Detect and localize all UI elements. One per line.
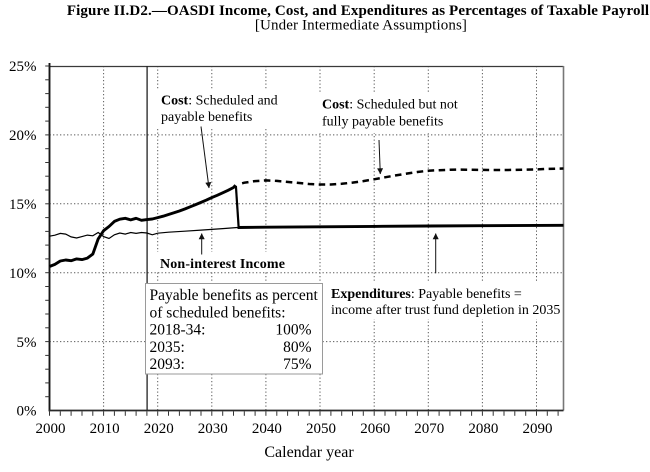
svg-text:[Under Intermediate Assumption: [Under Intermediate Assumptions]: [255, 18, 467, 34]
svg-text:2050: 2050: [306, 421, 336, 437]
svg-text:payable benefits: payable benefits: [161, 110, 252, 125]
svg-text:2000: 2000: [36, 421, 66, 437]
svg-text:2040: 2040: [252, 421, 282, 437]
svg-text:2090: 2090: [523, 421, 553, 437]
svg-text:fully payable benefits: fully payable benefits: [322, 114, 443, 129]
svg-text:Figure II.D2.—OASDI Income, Co: Figure II.D2.—OASDI Income, Cost, and Ex…: [67, 3, 649, 19]
svg-text:2020: 2020: [144, 421, 174, 437]
svg-text:2018-34:: 2018-34:: [150, 321, 206, 338]
svg-text:2010: 2010: [90, 421, 120, 437]
svg-text:2060: 2060: [360, 421, 390, 437]
svg-text:Expenditures: Payable benefits: Expenditures: Payable benefits =: [331, 287, 522, 302]
svg-text:10%: 10%: [9, 266, 37, 282]
svg-text:2080: 2080: [468, 421, 498, 437]
svg-text:Cost: Scheduled but not: Cost: Scheduled but not: [322, 98, 458, 113]
svg-text:75%: 75%: [283, 356, 312, 373]
svg-text:0%: 0%: [17, 404, 37, 420]
svg-text:of scheduled benefits:: of scheduled benefits:: [150, 304, 286, 321]
svg-text:Calendar year: Calendar year: [264, 444, 354, 461]
svg-text:2030: 2030: [198, 421, 228, 437]
svg-text:5%: 5%: [17, 335, 37, 351]
svg-text:15%: 15%: [9, 197, 37, 213]
svg-text:Payable benefits as percent: Payable benefits as percent: [150, 287, 319, 304]
svg-text:2070: 2070: [414, 421, 444, 437]
svg-text:25%: 25%: [9, 59, 37, 75]
svg-text:2093:: 2093:: [150, 356, 185, 373]
svg-text:20%: 20%: [9, 128, 37, 144]
svg-text:Non-interest Income: Non-interest Income: [160, 257, 285, 272]
svg-text:2035:: 2035:: [150, 339, 185, 356]
svg-text:Cost: Scheduled and: Cost: Scheduled and: [161, 94, 278, 109]
svg-text:100%: 100%: [275, 321, 311, 338]
svg-text:income after trust fund deplet: income after trust fund depletion in 203…: [331, 303, 560, 318]
svg-text:80%: 80%: [283, 339, 312, 356]
